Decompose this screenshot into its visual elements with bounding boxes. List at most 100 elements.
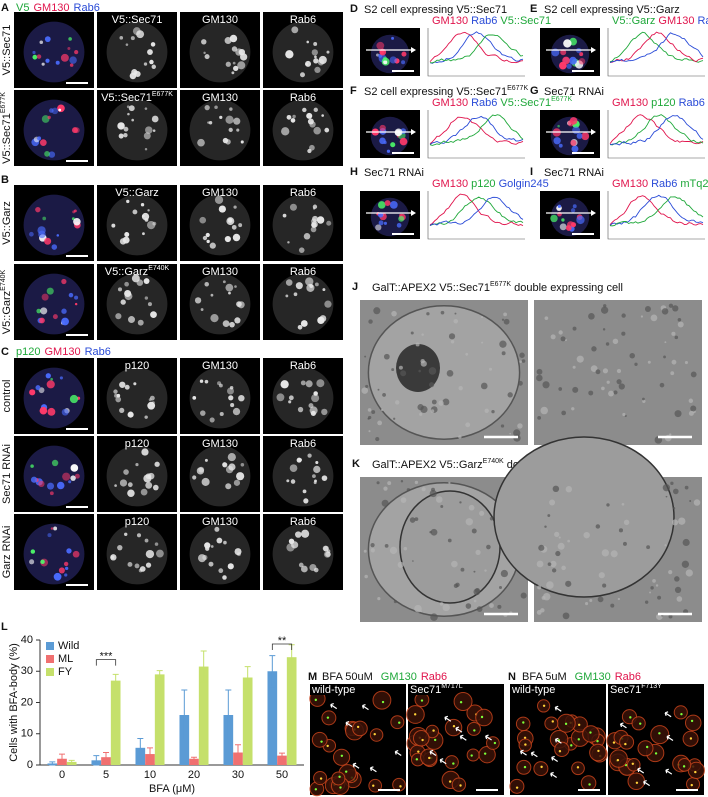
spot [288, 538, 295, 544]
spot [300, 72, 305, 78]
arrow [444, 715, 452, 722]
spot [61, 278, 67, 285]
texture [668, 614, 673, 619]
texture [646, 545, 651, 550]
texture [662, 484, 671, 492]
superscript: E677K [490, 281, 511, 288]
spot [222, 575, 227, 580]
texture [415, 342, 420, 347]
cell [466, 721, 481, 736]
spot [240, 140, 244, 144]
texture [650, 314, 658, 322]
texture [518, 380, 523, 386]
spot [127, 112, 130, 116]
golgi-dot [589, 731, 592, 734]
text-part: GM130 [202, 14, 238, 26]
spot [579, 52, 584, 57]
texture [588, 390, 594, 396]
spot [285, 294, 289, 298]
spot [47, 533, 52, 538]
texture [476, 606, 483, 612]
spot [316, 379, 325, 388]
spot [314, 55, 317, 59]
spot [124, 231, 130, 237]
cell [372, 690, 392, 710]
channel-legend: V5 GM130 Rab6 [16, 2, 100, 14]
spot [399, 137, 408, 146]
error-bar [59, 753, 65, 764]
golgi-dot [493, 741, 497, 745]
texture [560, 336, 566, 342]
texture [503, 312, 508, 317]
spot [321, 408, 328, 416]
golgi-dot [645, 745, 649, 749]
spot [226, 217, 235, 226]
arrow [637, 767, 645, 774]
golgi-dot [680, 712, 683, 716]
text-part: GM130 [202, 187, 238, 199]
title-text: BFA 5uM [522, 671, 567, 683]
spot [201, 39, 207, 45]
spot [311, 394, 320, 403]
error-bar [137, 737, 144, 758]
texture [489, 603, 494, 608]
spot [136, 279, 144, 286]
texture [576, 355, 584, 363]
spot [44, 237, 52, 245]
texture [429, 489, 437, 498]
spot [61, 317, 69, 326]
spot [124, 384, 130, 390]
texture [544, 316, 549, 320]
panel-letter: K [352, 458, 360, 470]
texture [690, 405, 697, 412]
texture [546, 581, 554, 589]
texture [642, 397, 645, 401]
profile-line [429, 115, 524, 145]
profile-axis [427, 28, 525, 77]
channel-name: Rab6 [615, 671, 641, 683]
texture [393, 417, 396, 420]
cell [444, 755, 459, 770]
texture [428, 367, 437, 375]
spot [225, 139, 231, 145]
spot [114, 484, 117, 487]
texture [676, 596, 683, 602]
error-bar [112, 673, 119, 688]
texture [474, 588, 480, 594]
cell [106, 194, 168, 256]
legend-item: Rab6 [471, 97, 497, 109]
texture [428, 382, 435, 388]
spot [229, 107, 233, 111]
spot [30, 476, 38, 483]
text-part: Sec71 RNAi [1, 444, 13, 504]
texture [458, 386, 463, 391]
text-part: Rab6 [290, 92, 316, 104]
text-part: Rab6 [290, 516, 316, 528]
texture [540, 406, 548, 415]
spot [313, 107, 318, 113]
panel-title: GalT::APEX2 V5::Sec71E677K double expres… [372, 281, 623, 294]
spot [225, 483, 232, 490]
texture [551, 568, 557, 573]
spot [117, 287, 123, 292]
profile-legend: GM130 Rab6 V5::Sec71E677K [432, 96, 572, 109]
spot [560, 49, 567, 56]
spot [50, 377, 53, 381]
spot [67, 46, 71, 50]
spot [225, 115, 234, 124]
spot [563, 39, 572, 48]
texture [605, 342, 610, 346]
texture [670, 371, 675, 376]
text-part: mTq2::Rab11 [680, 178, 708, 190]
texture [410, 331, 414, 335]
texture [520, 592, 527, 599]
cell [106, 99, 168, 161]
legend-item: GM130 [658, 15, 694, 27]
golgi-dot [616, 758, 620, 762]
spot [305, 380, 313, 388]
texture [664, 544, 667, 547]
spot [47, 407, 56, 416]
spot [218, 383, 223, 388]
tile-label-bg [408, 684, 450, 695]
